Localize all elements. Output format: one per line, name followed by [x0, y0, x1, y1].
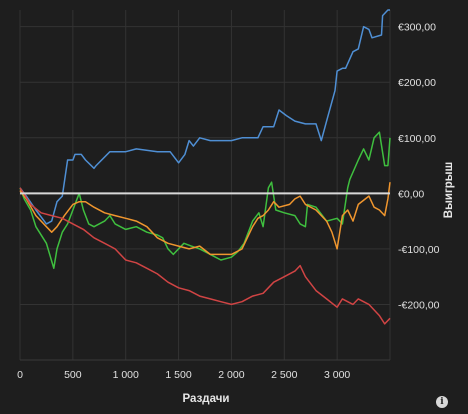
series-line-3	[19, 187, 391, 325]
x-tick-label-1: 500	[64, 369, 82, 381]
info-icon[interactable]: i	[436, 396, 448, 408]
y-tick-labels: €300,00 €200,00 €100,00 €0,00 -€100,00 -€200,…	[398, 22, 440, 312]
x-tick-labels: 0 500 1 000 1 500 2 000 2 500 3 000	[17, 369, 350, 381]
x-tick-label-5: 2 500	[271, 369, 297, 381]
x-tick-label-0: 0	[17, 369, 23, 381]
series-line-2	[19, 182, 391, 256]
y-tick-label-2: €100,00	[398, 133, 436, 145]
series-line-0	[19, 9, 390, 225]
series-line-1	[19, 131, 391, 270]
y-tick-label-4: -€100,00	[398, 244, 440, 256]
grid	[19, 10, 391, 361]
series-lines	[19, 9, 391, 325]
y-tick-label-1: €200,00	[398, 77, 436, 89]
y-tick-label-0: €300,00	[398, 22, 436, 34]
x-tick-label-3: 1 500	[165, 369, 191, 381]
x-axis-title: Раздачи	[183, 393, 230, 405]
y-axis-title: Выигрыш	[443, 162, 455, 218]
y-tick-label-3: €0,00	[398, 188, 424, 200]
x-tick-label-4: 2 000	[218, 369, 244, 381]
x-tick-label-6: 3 000	[324, 369, 350, 381]
y-tick-label-5: -€200,00	[398, 299, 440, 311]
x-tick-label-2: 1 000	[113, 369, 139, 381]
